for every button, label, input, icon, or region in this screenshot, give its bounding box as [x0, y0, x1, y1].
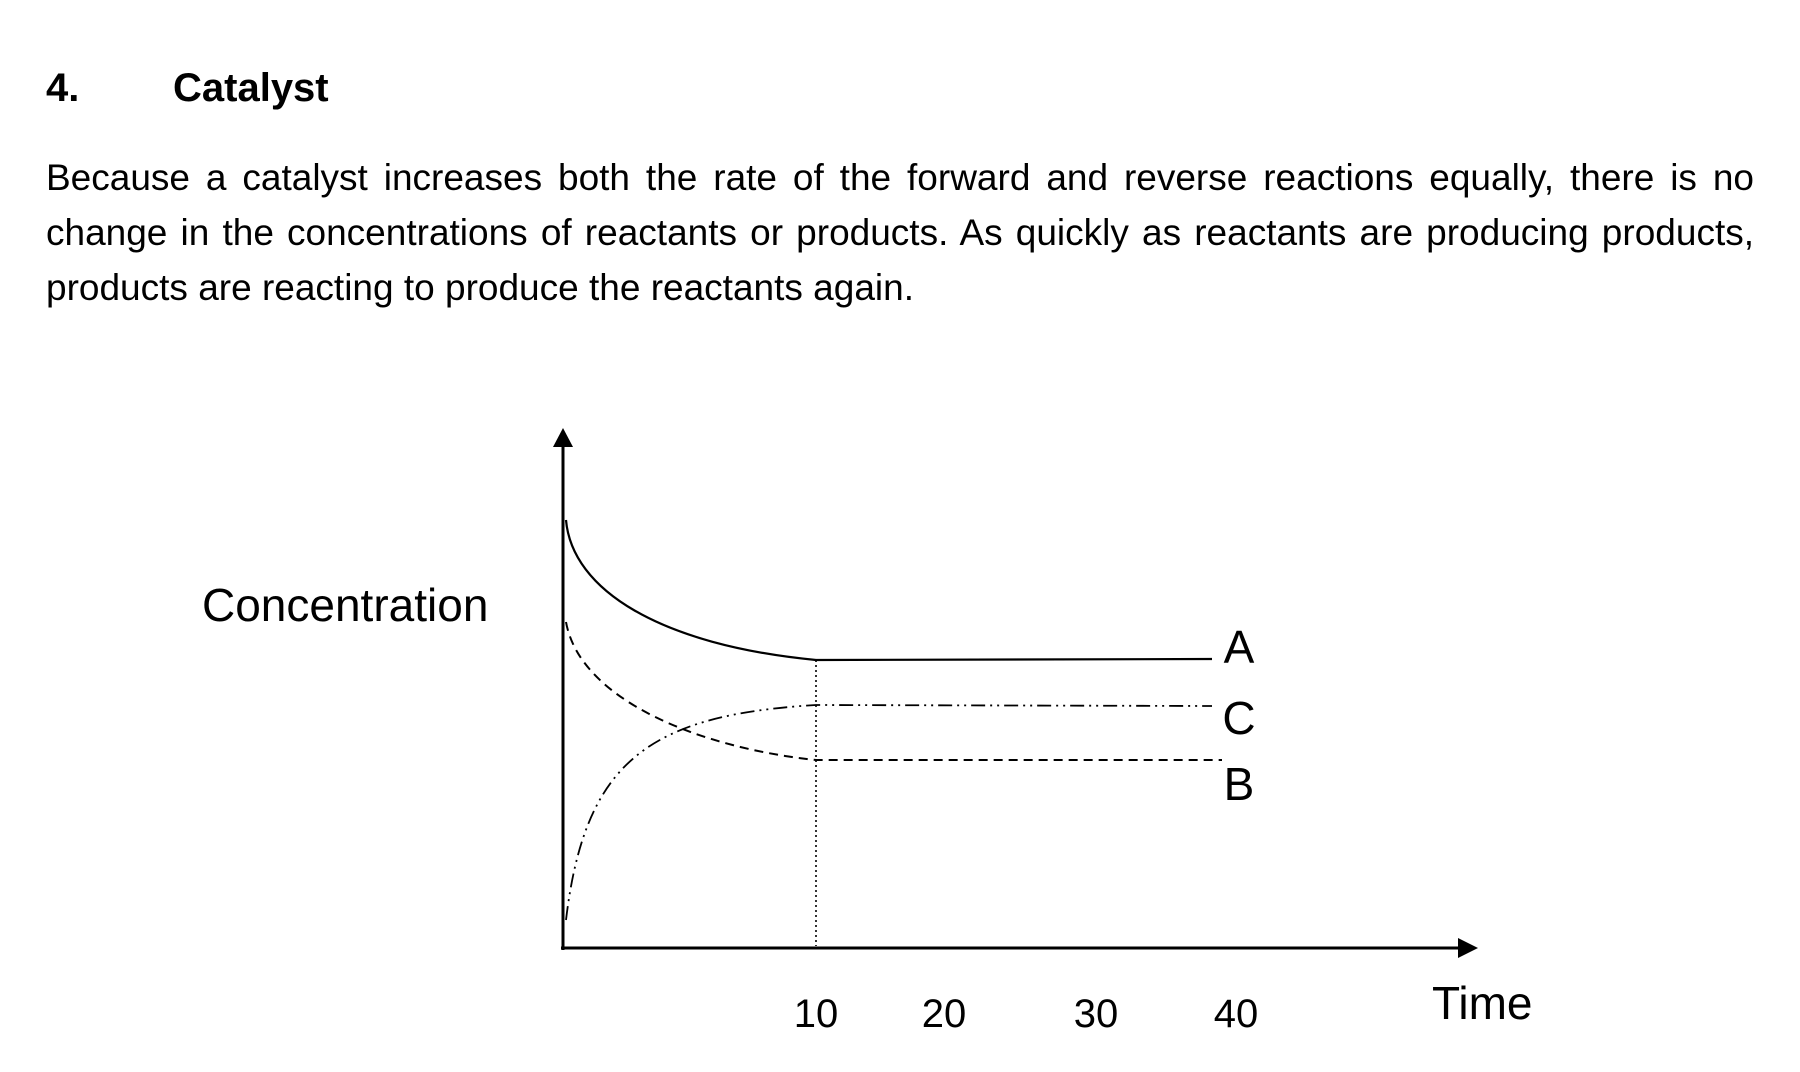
x-axis-arrow-icon — [1458, 938, 1478, 958]
section-number: 4. — [46, 66, 80, 110]
curve-a-label: A — [1224, 621, 1255, 673]
section-title: Catalyst — [173, 66, 329, 110]
curve-c — [565, 704, 1213, 921]
x-tick-label: 30 — [1074, 992, 1119, 1036]
curve-b-label: B — [1224, 758, 1255, 810]
y-axis-label: Concentration — [202, 579, 488, 631]
x-tick-label: 40 — [1214, 992, 1259, 1036]
y-axis-arrow-icon — [553, 428, 573, 447]
x-tick-label: 20 — [922, 992, 967, 1036]
curve-c-label: C — [1222, 692, 1255, 744]
x-axis-label: Time — [1432, 977, 1533, 1029]
x-tick-label: 10 — [794, 992, 839, 1036]
section-heading: 4. Catalyst — [46, 64, 329, 112]
curve-a — [564, 519, 1213, 662]
body-paragraph: Because a catalyst increases both the ra… — [46, 157, 1754, 308]
curve-b — [565, 621, 1222, 761]
